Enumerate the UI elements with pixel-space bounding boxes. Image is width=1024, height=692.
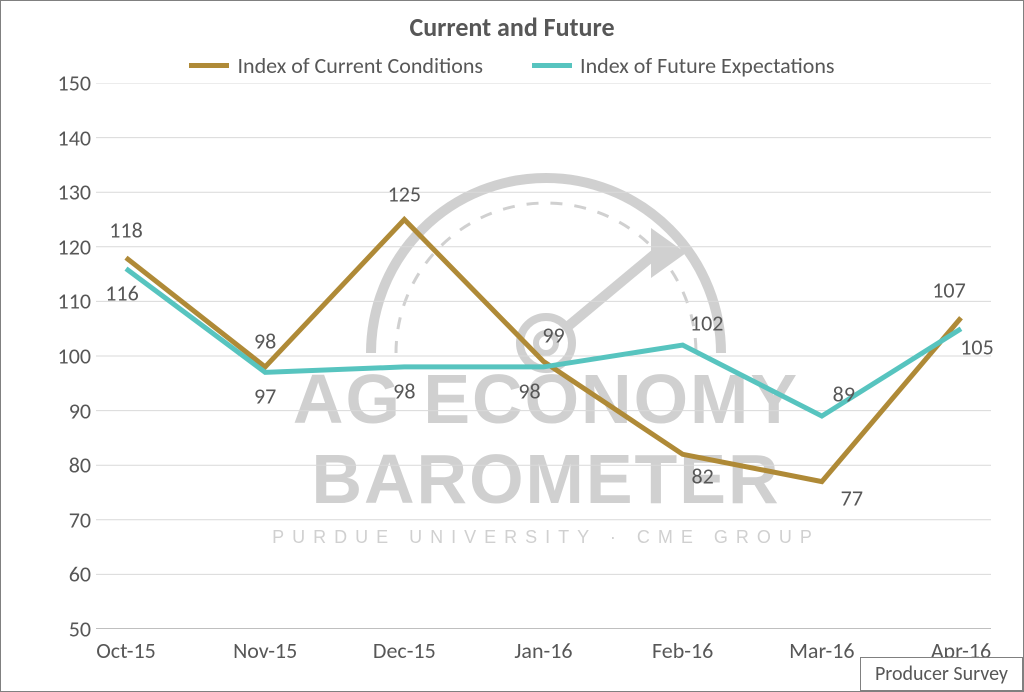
y-tick-label: 130 — [58, 179, 91, 206]
data-point-label: 105 — [960, 333, 993, 360]
legend-item-future: Index of Future Expectations — [532, 52, 835, 79]
legend: Index of Current Conditions Index of Fut… — [1, 47, 1023, 79]
data-point-label: 97 — [254, 383, 276, 410]
watermark-line1: AG ECONOMY — [293, 360, 799, 438]
data-point-label: 77 — [841, 484, 863, 511]
data-point-label: 82 — [692, 463, 714, 490]
y-tick-label: 100 — [58, 343, 91, 370]
legend-label-current: Index of Current Conditions — [237, 52, 483, 79]
legend-item-current: Index of Current Conditions — [189, 52, 483, 79]
x-tick-label: Jan-16 — [514, 637, 572, 664]
x-tick-label: Mar-16 — [789, 637, 854, 664]
data-point-label: 89 — [833, 381, 855, 408]
data-point-label: 99 — [542, 322, 564, 349]
y-tick-label: 70 — [69, 506, 91, 533]
x-tick-label: Nov-15 — [233, 637, 297, 664]
y-tick-label: 90 — [69, 397, 91, 424]
legend-label-future: Index of Future Expectations — [580, 52, 835, 79]
data-point-label: 98 — [254, 327, 276, 354]
y-tick-label: 140 — [58, 124, 91, 151]
data-point-label: 107 — [932, 276, 965, 303]
chart-title: Current and Future — [1, 11, 1023, 43]
data-point-label: 118 — [109, 216, 142, 243]
plot-svg: AG ECONOMY BAROMETER PURDUE UNIVERSITY ·… — [96, 83, 991, 629]
footer-box: Producer Survey — [860, 657, 1023, 691]
watermark-line3: PURDUE UNIVERSITY · CME GROUP — [272, 527, 820, 547]
y-tick-label: 150 — [58, 70, 91, 97]
y-tick-label: 50 — [69, 616, 91, 643]
legend-swatch-future — [532, 63, 572, 68]
y-tick-label: 60 — [69, 561, 91, 588]
data-point-label: 125 — [388, 180, 421, 207]
data-point-label: 102 — [690, 310, 723, 337]
x-tick-label: Feb-16 — [652, 637, 713, 664]
plot-area: AG ECONOMY BAROMETER PURDUE UNIVERSITY ·… — [96, 83, 991, 629]
x-tick-label: Dec-15 — [373, 637, 436, 664]
data-point-label: 116 — [105, 279, 138, 306]
x-tick-label: Oct-15 — [96, 637, 156, 664]
legend-swatch-current — [189, 63, 229, 68]
data-point-label: 98 — [518, 377, 540, 404]
chart-container: Current and Future Index of Current Cond… — [0, 0, 1024, 692]
y-tick-label: 80 — [69, 452, 91, 479]
y-tick-label: 110 — [58, 288, 91, 315]
y-tick-label: 120 — [58, 233, 91, 260]
data-point-label: 98 — [393, 377, 415, 404]
